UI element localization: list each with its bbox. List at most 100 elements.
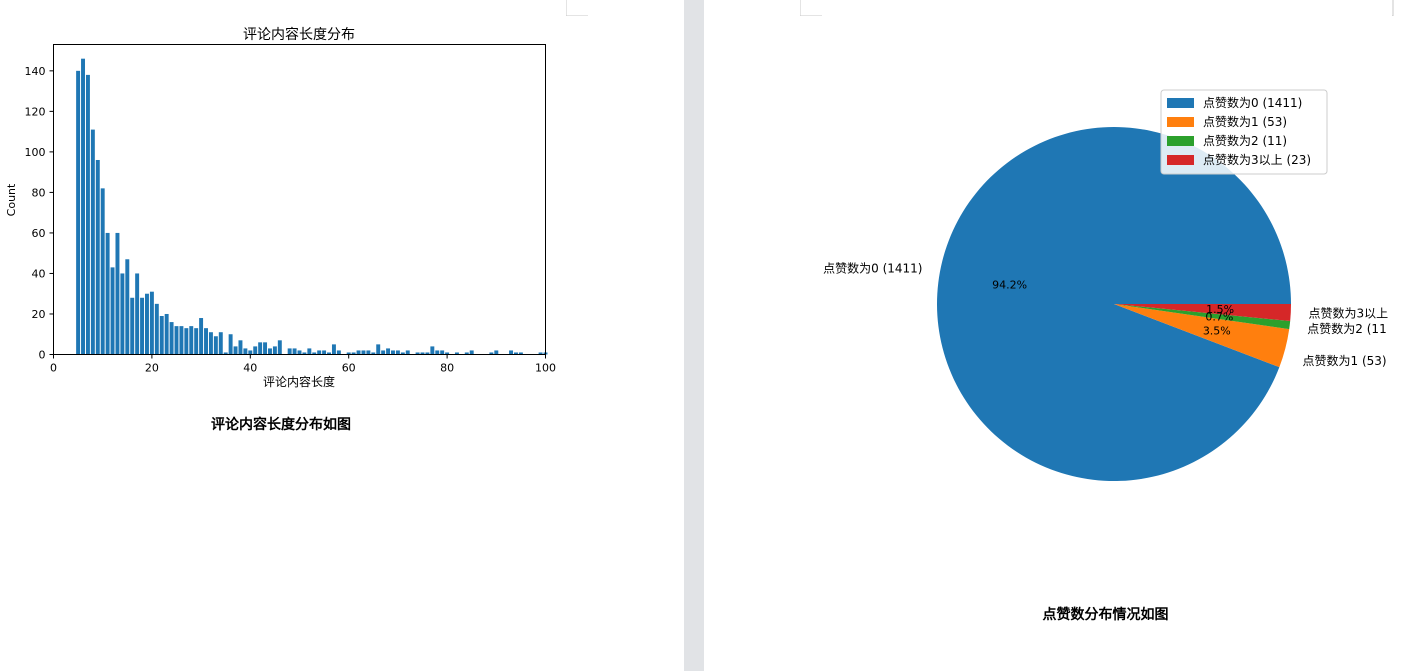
- histogram-bar: [469, 350, 474, 355]
- histogram-bar: [272, 346, 277, 355]
- pie-percent-label: 0.7%: [1205, 311, 1233, 324]
- y-tick-label: 20: [32, 308, 46, 321]
- histogram-bar: [85, 74, 90, 355]
- histogram-bar: [307, 348, 312, 355]
- histogram-bar: [440, 350, 445, 355]
- y-axis-ticks: 0 20 40 60 80 100 120 140: [25, 65, 54, 362]
- histogram-bar: [538, 352, 543, 355]
- histogram-bar: [292, 348, 297, 355]
- histogram-bar: [494, 350, 499, 355]
- histogram-bar: [164, 313, 169, 355]
- histogram-bar: [322, 350, 327, 355]
- histogram-bars: [76, 58, 548, 355]
- histogram-bar: [125, 259, 130, 355]
- page-corner-mark: [1392, 0, 1394, 16]
- legend-swatch: [1167, 136, 1194, 146]
- histogram-bar: [400, 352, 405, 355]
- histogram-bar: [287, 348, 292, 355]
- pie-slice-label: 点赞数为3以上: [1309, 305, 1389, 320]
- histogram-bar: [331, 344, 336, 355]
- histogram-bar: [213, 336, 218, 355]
- histogram-bar: [159, 316, 164, 355]
- histogram-bar: [405, 350, 410, 355]
- histogram-chart: 评论内容长度分布 0 20 40 60 80 100 0 20 40 60 80 100 120 140…: [5, 26, 556, 389]
- histogram-bar: [184, 328, 189, 355]
- histogram-bar: [199, 318, 204, 355]
- y-tick-label: 60: [32, 227, 46, 240]
- chart-legend: 点赞数为0 (1411) 点赞数为1 (53) 点赞数为2 (11) 点赞数为3以上 …: [1160, 89, 1328, 175]
- pie-slice: [1114, 304, 1291, 322]
- histogram-bar: [351, 352, 356, 355]
- histogram-bar: [208, 332, 213, 355]
- histogram-bar: [509, 350, 514, 355]
- pie-slice-label: 点赞数为0 (1411): [823, 261, 922, 276]
- histogram-bar: [130, 297, 135, 355]
- histogram-bar: [381, 350, 386, 355]
- y-tick-label: 120: [25, 105, 46, 118]
- histogram-bar: [135, 273, 140, 355]
- x-tick-label: 20: [145, 362, 159, 375]
- histogram-bar: [302, 352, 307, 355]
- histogram-bar: [115, 232, 120, 355]
- pie-percent-label: 3.5%: [1203, 325, 1231, 338]
- histogram-bar: [76, 70, 81, 355]
- histogram-bar: [179, 326, 184, 355]
- histogram-bar: [100, 188, 105, 355]
- histogram-bar: [297, 350, 302, 355]
- y-tick-label: 140: [25, 65, 46, 78]
- histogram-bar: [356, 350, 361, 355]
- histogram-bar: [371, 352, 376, 355]
- legend-label: 点赞数为3以上 (23): [1203, 152, 1311, 167]
- histogram-bar: [120, 273, 125, 355]
- histogram-bar: [366, 350, 371, 355]
- pie-chart: 94.2% 3.5%0.7%1.5% 点赞数为0 (1411) 点赞数为1 (53)…: [823, 89, 1388, 482]
- figure-caption-likes: 点赞数分布情况如图: [1042, 607, 1169, 623]
- histogram-bar: [258, 342, 263, 355]
- histogram-bar: [346, 352, 351, 355]
- x-tick-label: 100: [535, 362, 556, 375]
- histogram-bar: [263, 342, 268, 355]
- pie-slice: [937, 127, 1291, 482]
- pie-percent-labels: 94.2% 3.5%0.7%1.5%: [992, 279, 1234, 338]
- legend-swatch: [1167, 155, 1194, 165]
- document-page-left: 评论内容长度分布 0 20 40 60 80 100 0 20 40 60 80 100 120 140…: [0, 0, 684, 671]
- pie-slices: [937, 127, 1291, 482]
- histogram-bar: [253, 346, 258, 355]
- histogram-bar: [464, 352, 469, 355]
- histogram-bar: [189, 326, 194, 355]
- histogram-bar: [277, 340, 282, 355]
- histogram-bar: [110, 267, 115, 355]
- histogram-bar: [140, 297, 145, 355]
- x-tick-label: 40: [243, 362, 257, 375]
- histogram-bar: [445, 352, 450, 355]
- pie-slice: [1114, 304, 1291, 330]
- histogram-bar: [223, 352, 228, 355]
- pie-slice-label: 点赞数为2 (11: [1307, 321, 1386, 336]
- histogram-bar: [514, 352, 518, 355]
- histogram-bar: [145, 293, 149, 355]
- x-axis-ticks: 0 20 40 60 80 100: [50, 354, 556, 375]
- histogram-bar: [376, 344, 381, 355]
- y-axis-label: Count: [5, 183, 18, 216]
- histogram-bar: [105, 232, 110, 355]
- histogram-bar: [327, 352, 331, 355]
- histogram-bar: [336, 350, 341, 355]
- histogram-bar: [204, 328, 208, 355]
- histogram-bar: [395, 350, 400, 355]
- histogram-bar: [489, 352, 494, 355]
- histogram-bar: [312, 352, 317, 355]
- histogram-bar: [361, 350, 366, 355]
- legend-label: 点赞数为1 (53): [1203, 114, 1287, 129]
- plot-frame: [53, 44, 546, 355]
- histogram-bar: [518, 352, 523, 355]
- histogram-bar: [169, 322, 174, 355]
- pie-slice-label: 点赞数为1 (53): [1303, 353, 1387, 368]
- y-tick-label: 40: [32, 267, 46, 280]
- x-tick-label: 80: [440, 362, 454, 375]
- legend-label: 点赞数为2 (11): [1203, 133, 1287, 148]
- y-tick-label: 100: [25, 146, 46, 159]
- histogram-bar: [228, 334, 233, 355]
- histogram-bar: [435, 350, 440, 355]
- histogram-bar: [430, 346, 435, 355]
